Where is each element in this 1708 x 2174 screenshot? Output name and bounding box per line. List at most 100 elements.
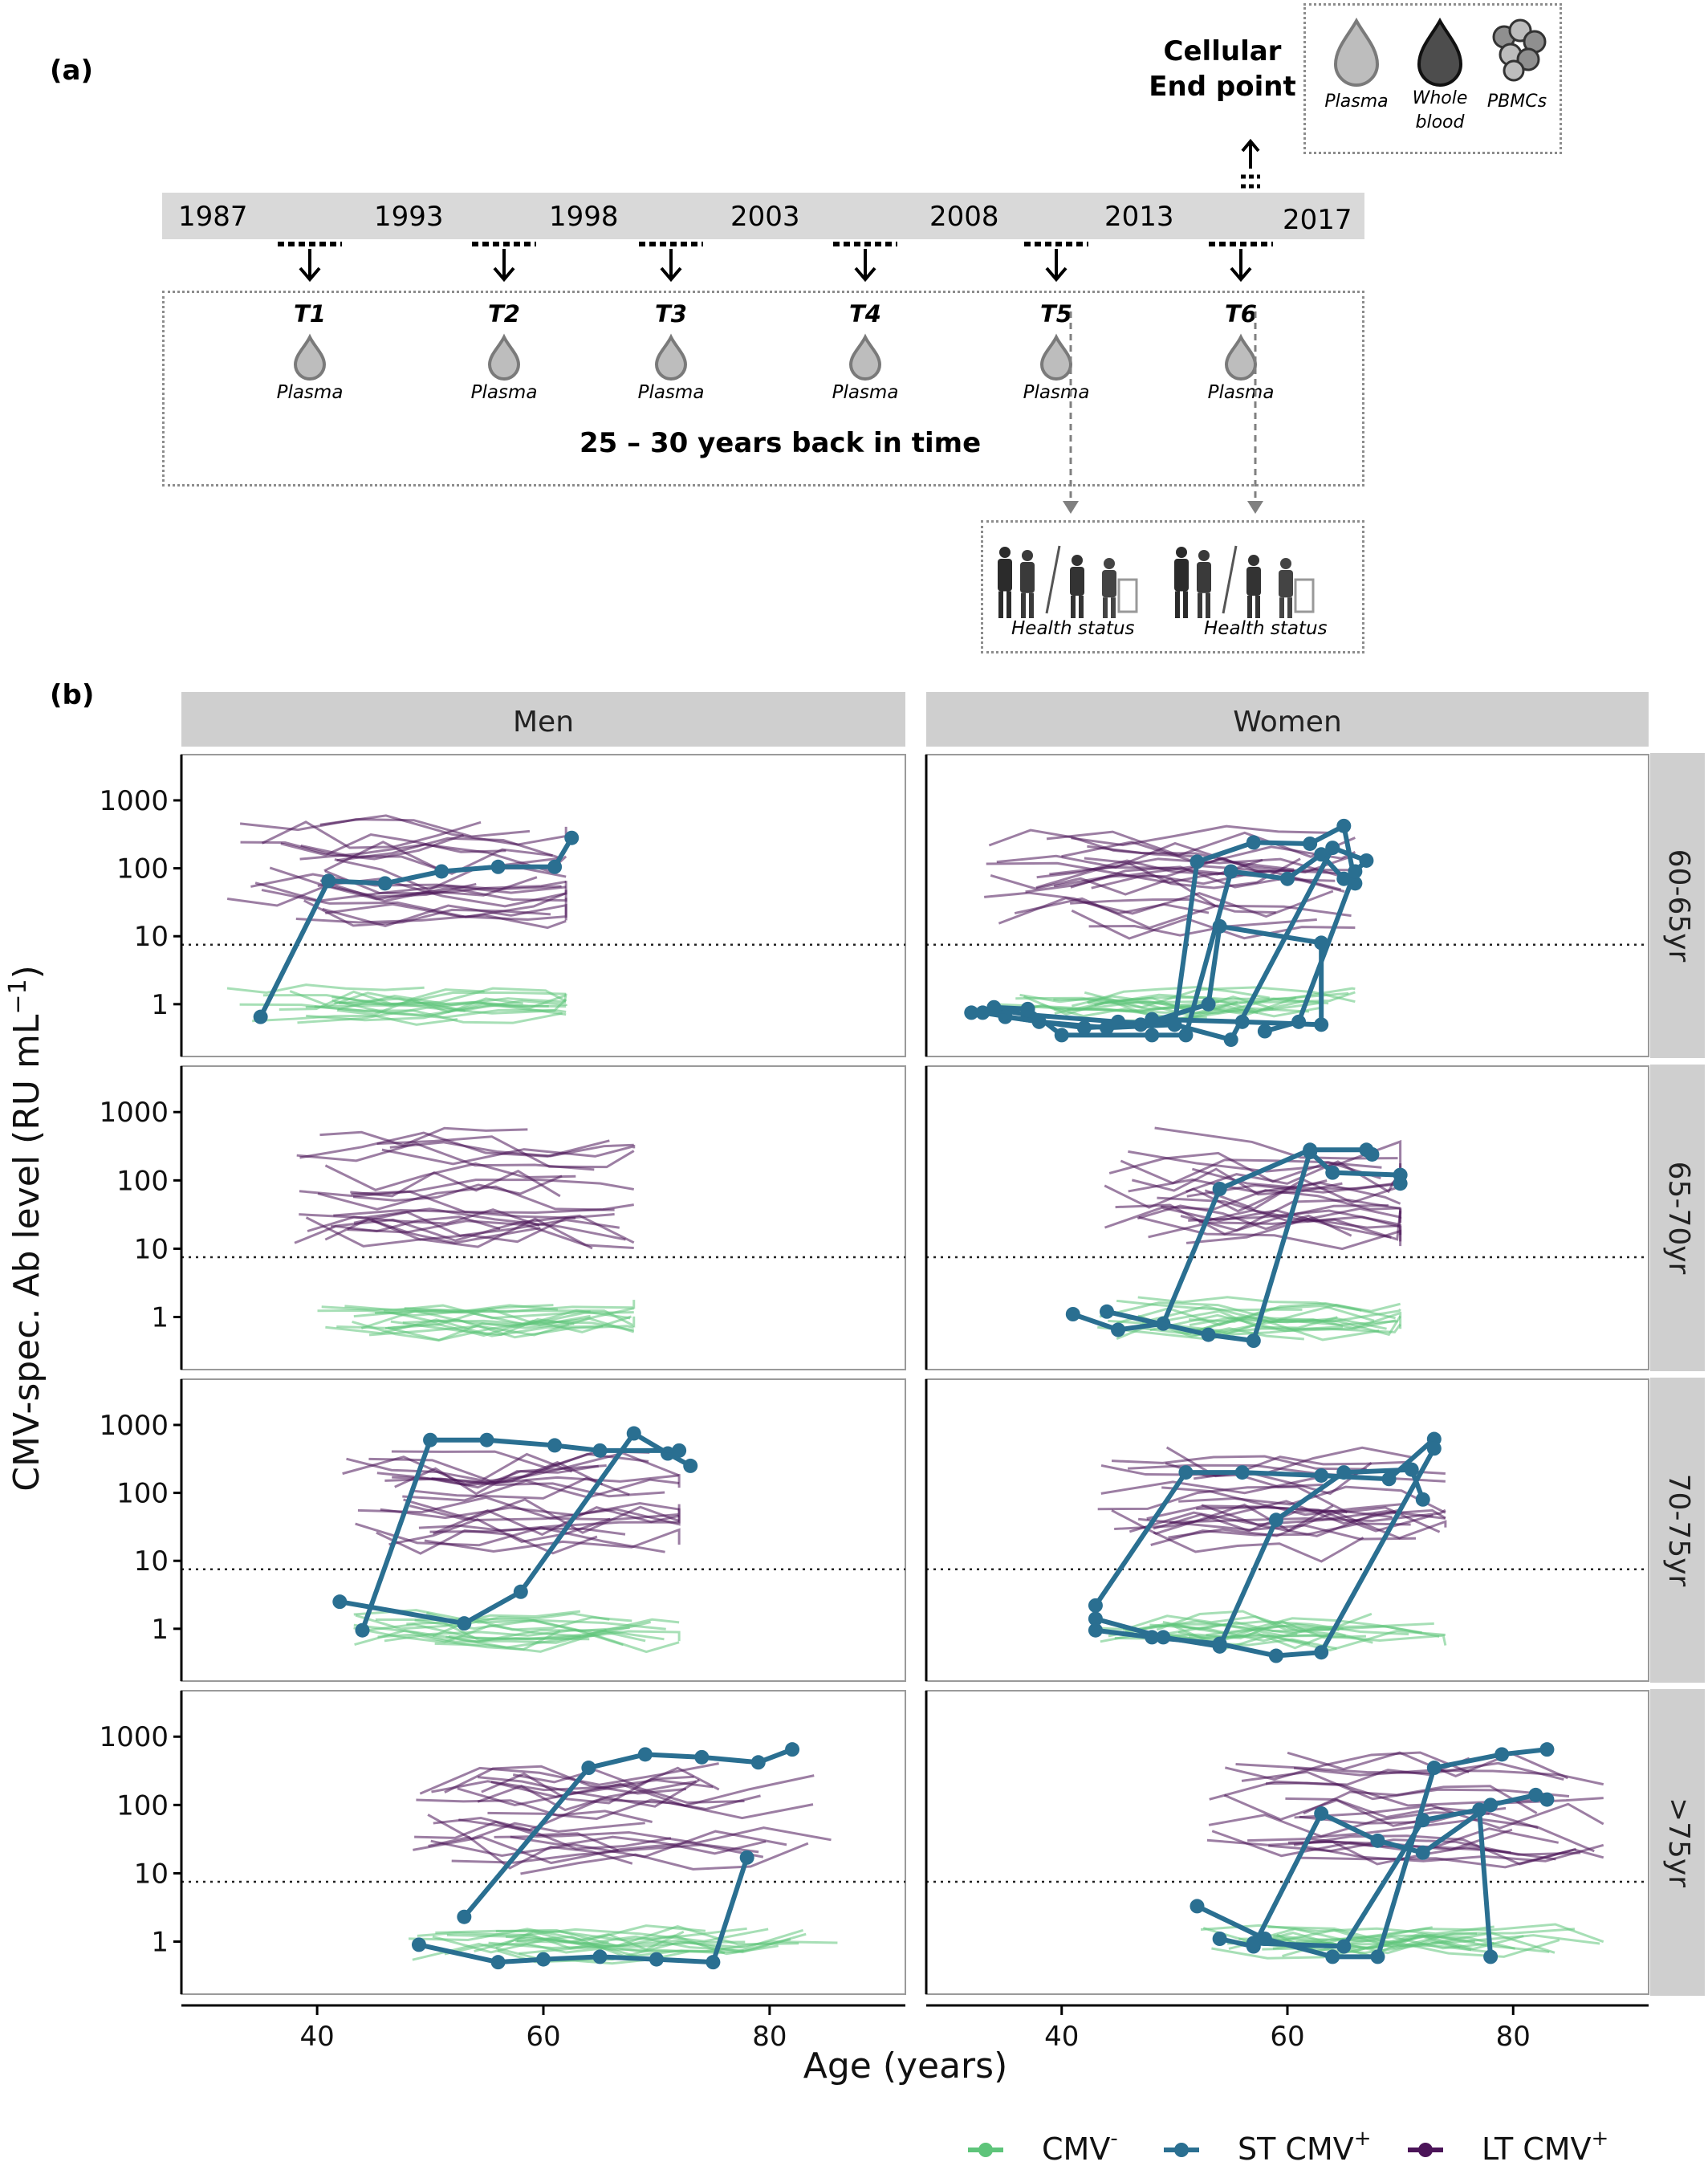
x-axis-title: Age (years) — [803, 2046, 1008, 2086]
lt-cmv-line — [350, 1169, 561, 1198]
lt-cmv-line — [512, 1766, 720, 1791]
lt-cmv-line — [990, 873, 1216, 907]
lt-cmv-line — [324, 869, 567, 895]
cellular-title-line1: Cellular — [1163, 35, 1282, 67]
st-cmv-point — [547, 859, 563, 874]
timepoint-arrow-head — [854, 267, 876, 283]
st-cmv-point — [1426, 1441, 1442, 1456]
st-cmv-point — [592, 1949, 608, 1964]
st-cmv-point — [649, 1952, 664, 1967]
legend-swatch-point — [1418, 2143, 1433, 2157]
st-cmv-point — [1359, 853, 1374, 868]
lt-cmv-line — [478, 1776, 700, 1808]
cmv-neg-line — [448, 1630, 646, 1643]
lt-cmv-line — [303, 899, 551, 927]
st-cmv-point — [1404, 1462, 1419, 1477]
health-arrows — [1063, 311, 1263, 514]
st-cmv-point — [964, 1005, 979, 1020]
st-cmv-point — [1201, 996, 1216, 1012]
lt-cmv-line — [416, 1798, 653, 1823]
lt-cmv-line — [357, 1496, 679, 1521]
y-tick-label: 1000 — [99, 1410, 169, 1442]
y-tick-label: 100 — [116, 853, 169, 885]
cmv-neg-line — [1094, 987, 1356, 1007]
lt-cmv-line — [346, 1452, 573, 1482]
lt-cmv-line — [239, 818, 531, 838]
lt-cmv-line — [317, 1185, 615, 1211]
lt-cmv-line — [1298, 1848, 1604, 1869]
timepoint-arrow-head — [1045, 267, 1068, 283]
lt-cmv-line — [334, 858, 567, 891]
y-tick-label: 1 — [151, 1927, 169, 1959]
year-label: 1987 — [178, 201, 248, 233]
st-cmv-point — [1314, 1017, 1329, 1032]
st-cmv-point — [1370, 1833, 1385, 1848]
year-label: 2003 — [730, 201, 800, 233]
st-cmv-point — [1234, 1465, 1250, 1480]
lt-cmv-line — [1025, 872, 1264, 894]
lt-cmv-line — [510, 1835, 767, 1855]
timepoints-box — [162, 291, 1364, 487]
lt-cmv-line — [296, 1142, 595, 1171]
cmv-neg-line — [353, 1623, 665, 1643]
legend-swatch-point — [978, 2143, 993, 2157]
lt-cmv-line — [376, 1135, 635, 1169]
st-cmv-point — [564, 830, 580, 845]
cmv-neg-line — [252, 1014, 458, 1026]
st-cmv-point — [1539, 1742, 1555, 1757]
facet-strip-label: Women — [1233, 706, 1342, 739]
st-cmv-line — [982, 845, 1369, 1043]
facet-strip-label: Men — [513, 706, 574, 739]
lt-cmv-line — [388, 1517, 611, 1546]
st-cmv-point — [1111, 1322, 1126, 1337]
facet-strip — [1650, 1689, 1705, 1996]
cmv-neg-line — [352, 1321, 569, 1342]
st-cmv-point — [1190, 1899, 1205, 1914]
st-cmv-point — [1415, 1813, 1430, 1828]
st-cmv-point — [1528, 1787, 1543, 1802]
st-cmv-line — [1218, 1792, 1548, 1949]
lt-cmv-line — [1168, 1506, 1441, 1539]
st-cmv-point — [1483, 1797, 1499, 1813]
end-point-arrow-icon — [1241, 138, 1260, 189]
lt-cmv-line — [1185, 1160, 1401, 1194]
st-cmv-point — [253, 1009, 268, 1024]
whole-blood-drop-icon — [1417, 17, 1463, 87]
st-cmv-point — [1088, 1622, 1103, 1638]
facet-row-label: 70-75yr — [1662, 1474, 1695, 1587]
cellular-samples-box — [1303, 3, 1562, 154]
lt-cmv-line — [330, 1214, 635, 1244]
lt-cmv-line — [1128, 1139, 1402, 1173]
st-cmv-point — [1314, 1645, 1329, 1660]
cmv-neg-line — [1273, 1934, 1475, 1944]
cmv-neg-line — [432, 1935, 725, 1955]
panel-b-label: (b) — [50, 679, 95, 711]
st-cmv-point — [1065, 1306, 1080, 1321]
facet-strip — [926, 692, 1649, 747]
lt-cmv-line — [1303, 1785, 1538, 1815]
facet-row-label: 65-70yr — [1662, 1162, 1695, 1275]
health-status-label: Health status — [1204, 618, 1328, 639]
lt-cmv-line — [1070, 898, 1276, 914]
cmv-neg-line — [1023, 1000, 1310, 1019]
x-tick-label: 60 — [526, 2021, 560, 2053]
y-tick-label: 100 — [116, 1789, 169, 1822]
timepoint-label: T1 — [294, 300, 326, 328]
plasma-drop-icon — [848, 333, 882, 381]
cmv-neg-line — [321, 1304, 554, 1314]
st-cmv-point — [672, 1443, 687, 1458]
lt-cmv-line — [1196, 1506, 1447, 1540]
lt-cmv-line — [998, 890, 1334, 925]
lt-cmv-line — [324, 1162, 576, 1191]
sample-plasma-label: Plasma — [1324, 92, 1389, 112]
st-cmv-point — [1291, 1014, 1307, 1029]
st-cmv-point — [1100, 1020, 1114, 1036]
year-label: 1993 — [374, 201, 444, 233]
y-tick-label: 100 — [116, 1478, 169, 1510]
st-cmv-point — [626, 1426, 641, 1441]
st-cmv-point — [1348, 864, 1363, 879]
lt-cmv-line — [1293, 1766, 1604, 1786]
st-cmv-point — [1472, 1802, 1487, 1818]
cmv-neg-line — [1200, 1924, 1494, 1936]
lt-cmv-line — [299, 1190, 576, 1219]
